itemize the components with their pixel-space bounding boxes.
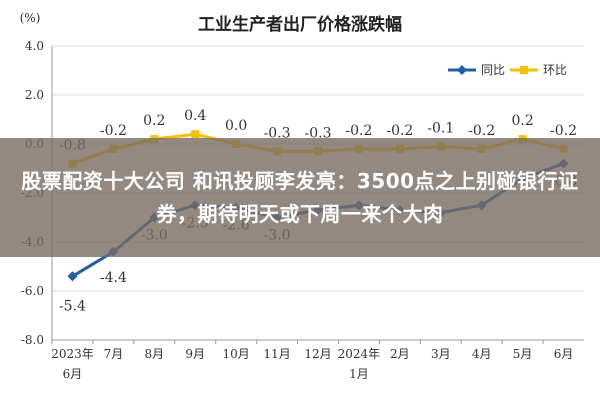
legend-label: 环比 — [543, 63, 567, 77]
headline-overlay[interactable]: 股票配资十大公司 和讯投顾李发亮：3500点之上别碰银行证券，期待明天或下周一来… — [0, 138, 600, 257]
x-tick-label: 2月 — [390, 347, 410, 361]
x-tick-label: 1月 — [349, 367, 369, 381]
data-label-mom: -0.2 — [550, 123, 577, 139]
data-label-mom: -0.2 — [468, 123, 495, 139]
x-tick-label: 12月 — [304, 347, 331, 361]
x-tick-label: 8月 — [144, 347, 164, 361]
x-tick-label: 11月 — [263, 347, 290, 361]
data-label-mom: 0.0 — [225, 118, 247, 134]
y-tick-label: -6.0 — [21, 284, 44, 298]
x-tick-label: 10月 — [223, 347, 250, 361]
x-tick-label: 2023年 — [51, 347, 94, 361]
data-label-mom: 0.2 — [143, 113, 165, 129]
data-label-mom: -0.3 — [305, 125, 332, 141]
x-tick-label: 3月 — [431, 347, 451, 361]
x-tick-label: 5月 — [513, 347, 533, 361]
y-tick-label: -8.0 — [21, 333, 44, 347]
y-tick-label: 2.0 — [25, 88, 44, 102]
headline-text[interactable]: 股票配资十大公司 和讯投顾李发亮：3500点之上别碰银行证券，期待明天或下周一来… — [21, 168, 579, 226]
data-point-yoy — [67, 271, 78, 282]
data-label-mom: 0.2 — [511, 113, 533, 129]
y-axis-label: (%) — [20, 11, 41, 25]
x-tick-label: 6月 — [554, 347, 574, 361]
legend-label: 同比 — [481, 63, 505, 77]
data-point-mom — [191, 130, 200, 139]
data-label-yoy: -4.4 — [100, 270, 127, 286]
data-label-mom: -0.2 — [345, 123, 372, 139]
x-tick-label: 9月 — [185, 347, 205, 361]
data-label-mom: -0.1 — [427, 120, 454, 136]
data-label-yoy: -5.4 — [59, 298, 86, 314]
data-label-mom: -0.2 — [100, 123, 127, 139]
data-label-mom: 0.4 — [184, 108, 206, 124]
legend-marker — [457, 65, 467, 75]
x-tick-label: 6月 — [63, 367, 83, 381]
x-tick-label: 2024年 — [338, 347, 381, 361]
y-tick-label: 4.0 — [25, 39, 44, 53]
data-label-mom: -0.3 — [264, 125, 291, 141]
legend-marker — [520, 66, 528, 74]
data-label-mom: -0.2 — [386, 123, 413, 139]
chart-title: 工业生产者出厂价格涨跌幅 — [198, 14, 402, 35]
x-tick-label: 4月 — [472, 347, 492, 361]
x-tick-label: 7月 — [104, 347, 124, 361]
